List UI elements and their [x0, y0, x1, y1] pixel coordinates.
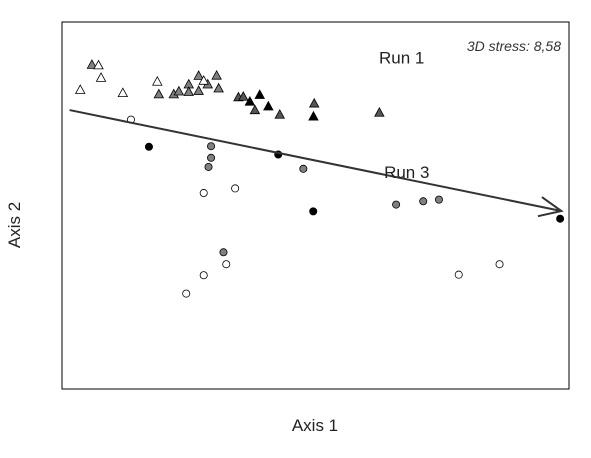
circle-point	[182, 289, 191, 298]
circle-point	[219, 248, 228, 257]
circle-point	[204, 162, 213, 171]
triangle-point	[86, 59, 98, 69]
triangle-point	[211, 69, 222, 80]
triangle-point	[93, 59, 104, 70]
triangle-point	[193, 70, 204, 80]
x-axis-label: Axis 1	[291, 416, 339, 435]
circle-point	[434, 195, 443, 204]
triangle-point	[308, 97, 320, 108]
group-label: Run 1	[379, 48, 424, 67]
circle-point	[556, 214, 565, 223]
group-label: Run 3	[384, 163, 429, 182]
circle-point	[454, 270, 463, 279]
circle-point	[207, 153, 216, 162]
triangle-point	[274, 109, 286, 119]
trend-arrow-head	[537, 196, 564, 218]
circle-point	[495, 260, 504, 269]
circle-point	[299, 164, 308, 173]
triangle-point	[244, 96, 256, 106]
triangle-point	[213, 82, 224, 93]
triangle-point	[374, 107, 385, 117]
triangle-point	[153, 88, 165, 99]
triangle-point	[263, 100, 274, 111]
triangle-point	[183, 86, 195, 96]
circle-point	[419, 197, 428, 206]
triangle-point	[117, 87, 129, 98]
triangle-point	[254, 89, 266, 99]
stress-annotation: 3D stress: 8,58	[467, 38, 561, 54]
triangle-point	[308, 110, 319, 121]
triangle-point	[198, 75, 209, 85]
circle-point	[199, 189, 208, 198]
triangle-point	[152, 76, 163, 86]
y-axis-label: Axis 2	[5, 201, 25, 249]
triangle-point	[237, 91, 249, 101]
triangle-point	[173, 85, 185, 96]
circle-point	[222, 260, 231, 269]
triangle-point	[193, 85, 204, 95]
trend-arrow	[69, 109, 564, 218]
circle-point	[231, 184, 240, 193]
circle-point	[207, 142, 216, 151]
circle-point	[392, 200, 401, 209]
data-points	[74, 59, 565, 298]
group-labels: Run 1 Run 3	[379, 48, 429, 182]
triangle-point	[74, 84, 86, 94]
triangle-point	[95, 72, 107, 82]
circle-point	[144, 142, 153, 151]
circle-point	[199, 271, 208, 280]
triangle-point	[249, 104, 261, 115]
circle-point	[309, 207, 318, 216]
plot-frame	[61, 21, 570, 390]
trend-arrow-line	[69, 109, 562, 212]
